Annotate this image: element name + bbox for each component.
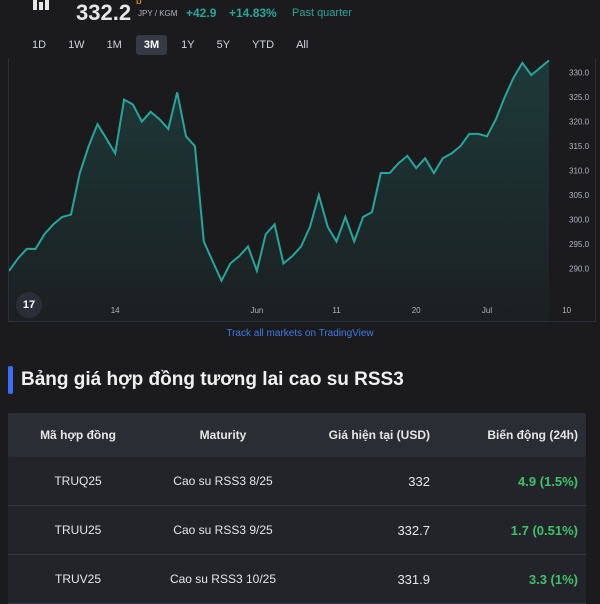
bar-chart-icon	[33, 0, 49, 10]
x-tick-label: 11	[332, 306, 341, 315]
cell-maturity: Cao su RSS3 8/25	[173, 474, 273, 488]
price-chart-svg: 290.0 295.0 300.0 305.0 310.0 315.0 320.0 325.0…	[8, 59, 590, 323]
cell-change: 3.3 (1%)	[528, 571, 578, 587]
y-tick-label: 300.0	[569, 216, 590, 225]
cell-change: 1.7 (0.51%)	[510, 522, 578, 538]
price-change: +42.9	[186, 6, 217, 20]
price-superscript: b	[136, 0, 142, 7]
price-area-fill	[9, 60, 549, 323]
cell-code: TRUU25	[54, 523, 102, 537]
cell-maturity: Cao su RSS3 10/25	[169, 572, 277, 586]
x-tick-label: 10	[562, 306, 571, 315]
x-tick-label: 14	[111, 306, 120, 315]
y-tick-label: 325.0	[569, 93, 590, 102]
tradingview-logo-icon[interactable]: 17	[16, 292, 42, 318]
y-tick-label: 315.0	[569, 142, 590, 151]
cell-maturity: Cao su RSS3 9/25	[173, 523, 273, 537]
tab-3m[interactable]: 3M	[135, 35, 168, 55]
tab-1d[interactable]: 1D	[32, 39, 47, 51]
price-chart[interactable]: 290.0 295.0 300.0 305.0 310.0 315.0 320.0 325.0…	[8, 58, 596, 323]
section-header: Bảng giá hợp đồng tương lai cao su RSS3	[8, 365, 404, 395]
y-tick-label: 305.0	[569, 191, 590, 200]
cell-code: TRUV25	[54, 572, 101, 586]
futures-table: Mã hợp đồng Maturity Giá hiện tại (USD) …	[8, 413, 586, 604]
cell-price: 332.7	[397, 522, 430, 538]
track-markets-link[interactable]: Track all markets on TradingView	[226, 328, 374, 339]
tab-ytd[interactable]: YTD	[252, 39, 275, 51]
cell-code: TRUQ25	[54, 474, 102, 488]
price-change-percent: +14.83%	[229, 6, 277, 20]
x-tick-label: 20	[412, 306, 421, 315]
cell-price: 331.9	[397, 571, 430, 587]
price-line	[8, 59, 550, 284]
x-tick-label: Jul	[482, 306, 492, 315]
change-period: Past quarter	[292, 7, 352, 19]
header-code: Mã hợp đồng	[40, 428, 116, 442]
y-tick-label: 295.0	[569, 240, 590, 249]
cell-change: 4.9 (1.5%)	[518, 473, 578, 489]
range-tabs: 1D 1W 1M 3M 1Y 5Y YTD All	[24, 35, 316, 55]
y-tick-label: 310.0	[569, 167, 590, 176]
cell-price: 332	[408, 473, 430, 489]
section-title: Bảng giá hợp đồng tương lai cao su RSS3	[21, 369, 404, 390]
section-accent-bar	[8, 366, 13, 394]
tab-all[interactable]: All	[296, 39, 309, 51]
table-row[interactable]: TRUV25 Cao su RSS3 10/25 331.9 3.3 (1%)	[8, 555, 586, 604]
market-widget: 332.2 b JPY / KGM +42.9 +14.83% Past qua…	[8, 0, 596, 339]
table-row[interactable]: TRUU25 Cao su RSS3 9/25 332.7 1.7 (0.51%…	[8, 506, 586, 555]
y-tick-label: 290.0	[569, 264, 590, 273]
table-row[interactable]: TRUQ25 Cao su RSS3 8/25 332 4.9 (1.5%)	[8, 457, 586, 506]
tab-1y[interactable]: 1Y	[181, 39, 195, 51]
header-change: Biến động (24h)	[487, 428, 578, 442]
table-header: Mã hợp đồng Maturity Giá hiện tại (USD) …	[8, 413, 586, 457]
tab-1m[interactable]: 1M	[106, 39, 122, 51]
header-price: Giá hiện tại (USD)	[328, 428, 430, 442]
header-maturity: Maturity	[199, 428, 247, 442]
tab-1w[interactable]: 1W	[68, 39, 85, 51]
price-unit: JPY / KGM	[138, 9, 178, 18]
current-price: 332.2	[76, 0, 132, 25]
y-tick-label: 330.0	[569, 69, 590, 78]
y-tick-label: 320.0	[569, 118, 590, 127]
x-tick-label: Jun	[250, 306, 263, 315]
tab-5y[interactable]: 5Y	[216, 39, 231, 51]
